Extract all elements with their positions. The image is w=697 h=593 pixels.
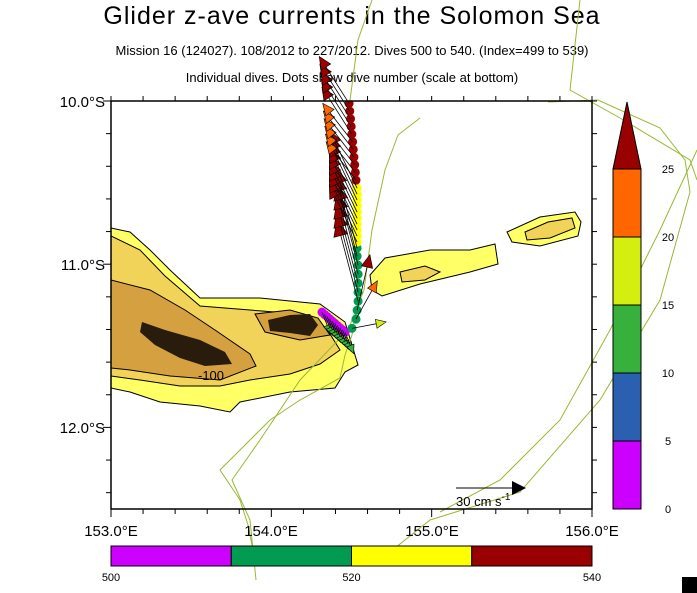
east-island-inner (399, 265, 442, 283)
lat-label: 12.0°S (60, 420, 105, 437)
speed-colorbar-label: 0 (665, 504, 671, 516)
coastline (379, 99, 691, 561)
speed-colorbar-segment (612, 236, 642, 306)
coastline (569, 0, 697, 181)
scale-arrow: 30 cm s-1 (456, 481, 526, 509)
dive-colorbar: 500 520 540 (102, 545, 601, 584)
current-vector-head (375, 318, 387, 329)
current-vectors (318, 55, 387, 355)
scale-arrow-label: 30 cm s-1 (456, 492, 511, 509)
speed-colorbar-label: 15 (662, 300, 674, 312)
speed-colorbar-label: 10 (662, 368, 674, 380)
map-subtitle-mission: Mission 16 (124027). 108/2012 to 227/201… (115, 43, 588, 58)
current-vector-head (346, 343, 355, 355)
speed-colorbar-segment (612, 304, 642, 374)
speed-colorbar-segment (612, 372, 642, 442)
lon-label: 154.0°E (244, 523, 298, 540)
speed-colorbar-label: 20 (662, 232, 674, 244)
dive-colorbar-label: 500 (102, 572, 120, 584)
dive-colorbar-segment (471, 545, 593, 567)
current-vector-head (366, 280, 378, 294)
scale-arrow-head (512, 481, 526, 495)
northeast-island-inner (524, 217, 576, 241)
contour-label: -100 (198, 368, 224, 383)
lat-label: 11.0°S (61, 257, 105, 274)
lon-label: 153.0°E (84, 523, 138, 540)
lon-label: 155.0°E (405, 523, 459, 540)
speed-colorbar-overflow-arrow (612, 101, 642, 170)
current-vector-head (322, 102, 335, 117)
current-vector-head (318, 55, 332, 71)
map-title: Glider z-ave currents in the Solomon Sea (103, 2, 600, 30)
dive-colorbar-segment (110, 545, 232, 567)
speed-colorbar-label: 5 (665, 436, 671, 448)
dive-colorbar-segment (351, 545, 473, 567)
dive-colorbar-label: 520 (342, 572, 360, 584)
speed-colorbar-segment (612, 440, 642, 510)
map-frame (110, 100, 593, 510)
lat-label: 10.0°S (60, 94, 105, 111)
corner-marker (682, 577, 697, 593)
axis-ticks (103, 96, 597, 517)
speed-colorbar-label: 25 (662, 164, 674, 176)
speed-colorbar: 0 5 10 15 20 25 (612, 101, 674, 516)
island-peak (268, 314, 318, 336)
map-subtitle-description: Individual dives. Dots show dive number … (186, 70, 518, 85)
dive-colorbar-label: 540 (583, 572, 601, 584)
dive-colorbar-segment (230, 545, 352, 567)
lon-label: 156.0°E (565, 523, 619, 540)
bathymetry-land: -100 (111, 211, 582, 413)
speed-colorbar-segment (612, 168, 642, 238)
land-peak (140, 322, 232, 366)
coastline (439, 149, 697, 513)
current-vector-head (360, 254, 374, 269)
